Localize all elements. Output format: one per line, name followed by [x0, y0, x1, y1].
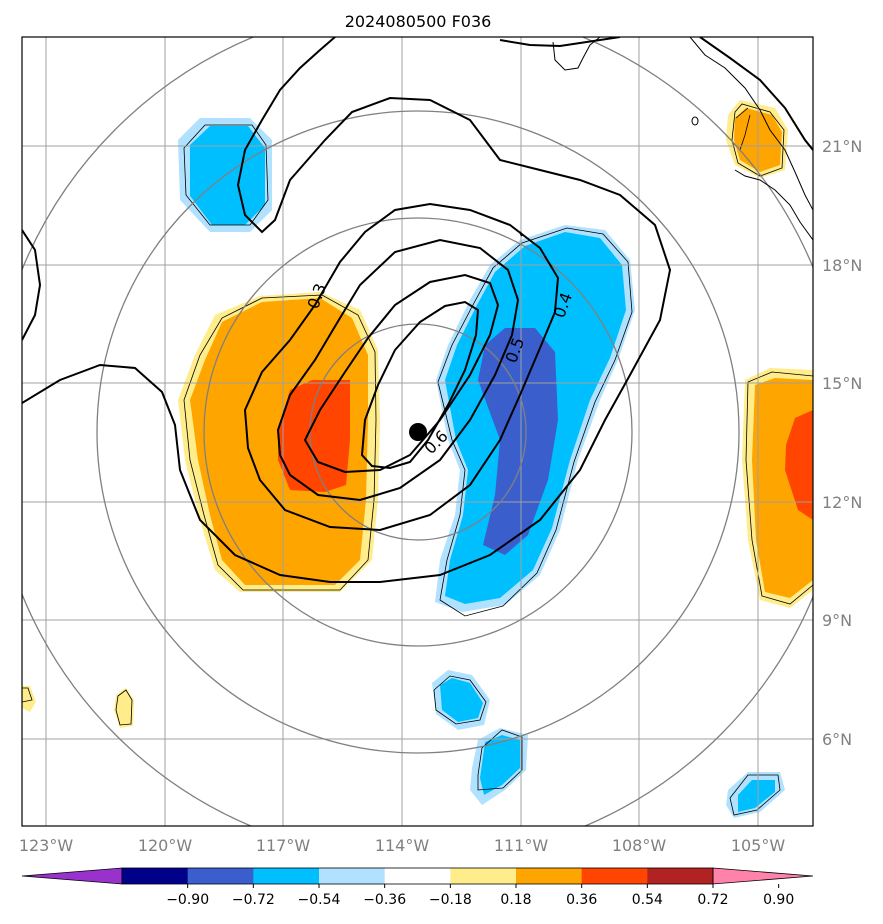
contour-lines [22, 37, 813, 583]
colorbar-cell [581, 868, 648, 884]
lat-label: 6°N [822, 730, 852, 749]
lon-label: 120°W [138, 836, 193, 855]
fill-light-yellow [114, 688, 134, 728]
colorbar-cell [516, 868, 583, 884]
colorbar: −0.90 −0.72 −0.54 −0.36 −0.18 0.18 0.36 0.54 0.7… [21, 867, 814, 908]
colorbar-tick-label: 0.54 [632, 892, 663, 908]
colorbar-tick-label: 0.72 [697, 892, 728, 908]
lat-label: 12°N [822, 493, 862, 512]
fill-blue [480, 735, 520, 795]
map-title: 2024080500 F036 [345, 12, 492, 31]
lon-label: 111°W [494, 836, 549, 855]
colorbar-tick-label: −0.72 [232, 892, 275, 908]
colorbar-tick-label: −0.90 [166, 892, 209, 908]
colorbar-tick-label: 0.36 [566, 892, 597, 908]
lon-label: 117°W [256, 836, 311, 855]
lon-label: 105°W [731, 836, 786, 855]
lat-label: 9°N [822, 611, 852, 630]
colorbar-tick-label: −0.18 [429, 892, 472, 908]
lat-label: 21°N [822, 137, 862, 156]
lon-label: 108°W [612, 836, 667, 855]
map-frame [21, 36, 814, 827]
fill-red-orange [785, 410, 813, 520]
fill-blue [190, 126, 265, 225]
colorbar-cell [450, 868, 517, 884]
colorbar-cell [319, 868, 386, 884]
anomaly-fills [22, 100, 813, 818]
colorbar-cell [384, 868, 451, 884]
lon-label: 114°W [375, 836, 430, 855]
fill-dark-blue [478, 328, 558, 555]
colorbar-cell [187, 868, 254, 884]
map-area: 0.3 0.4 0.5 0.6 [22, 37, 813, 826]
lat-label: 15°N [822, 374, 862, 393]
colorbar-cell [122, 868, 189, 884]
colorbar-cell [253, 868, 320, 884]
colorbar-extend-high [712, 867, 814, 885]
colorbar-outline [121, 867, 714, 885]
coastline [552, 37, 813, 241]
colorbar-tick-label: −0.36 [363, 892, 406, 908]
longitude-labels: 123°W 120°W 117°W 114°W 111°W 108°W 105°… [19, 836, 786, 855]
colorbar-cell [647, 868, 714, 884]
colorbar-tick-label: 0.18 [500, 892, 531, 908]
fill-red-orange [278, 380, 350, 492]
fill-light-yellow [22, 686, 36, 712]
colorbar-tick-label: −0.54 [298, 892, 341, 908]
gridlines [22, 37, 813, 826]
lon-label: 123°W [19, 836, 74, 855]
fill-blue [440, 678, 483, 722]
colorbar-extend-low [21, 867, 123, 885]
fill-outlines [22, 103, 813, 816]
colorbar-tick-label: 0.90 [763, 892, 794, 908]
fill-blue [738, 780, 775, 812]
lat-label: 18°N [822, 256, 862, 275]
storm-center-marker [409, 423, 427, 441]
colorbar-ticks: −0.90 −0.72 −0.54 −0.36 −0.18 0.18 0.36 0.54 0.7… [166, 884, 794, 908]
colorbar-cells [21, 867, 814, 885]
latitude-labels: 21°N 18°N 15°N 12°N 9°N 6°N [822, 137, 862, 749]
